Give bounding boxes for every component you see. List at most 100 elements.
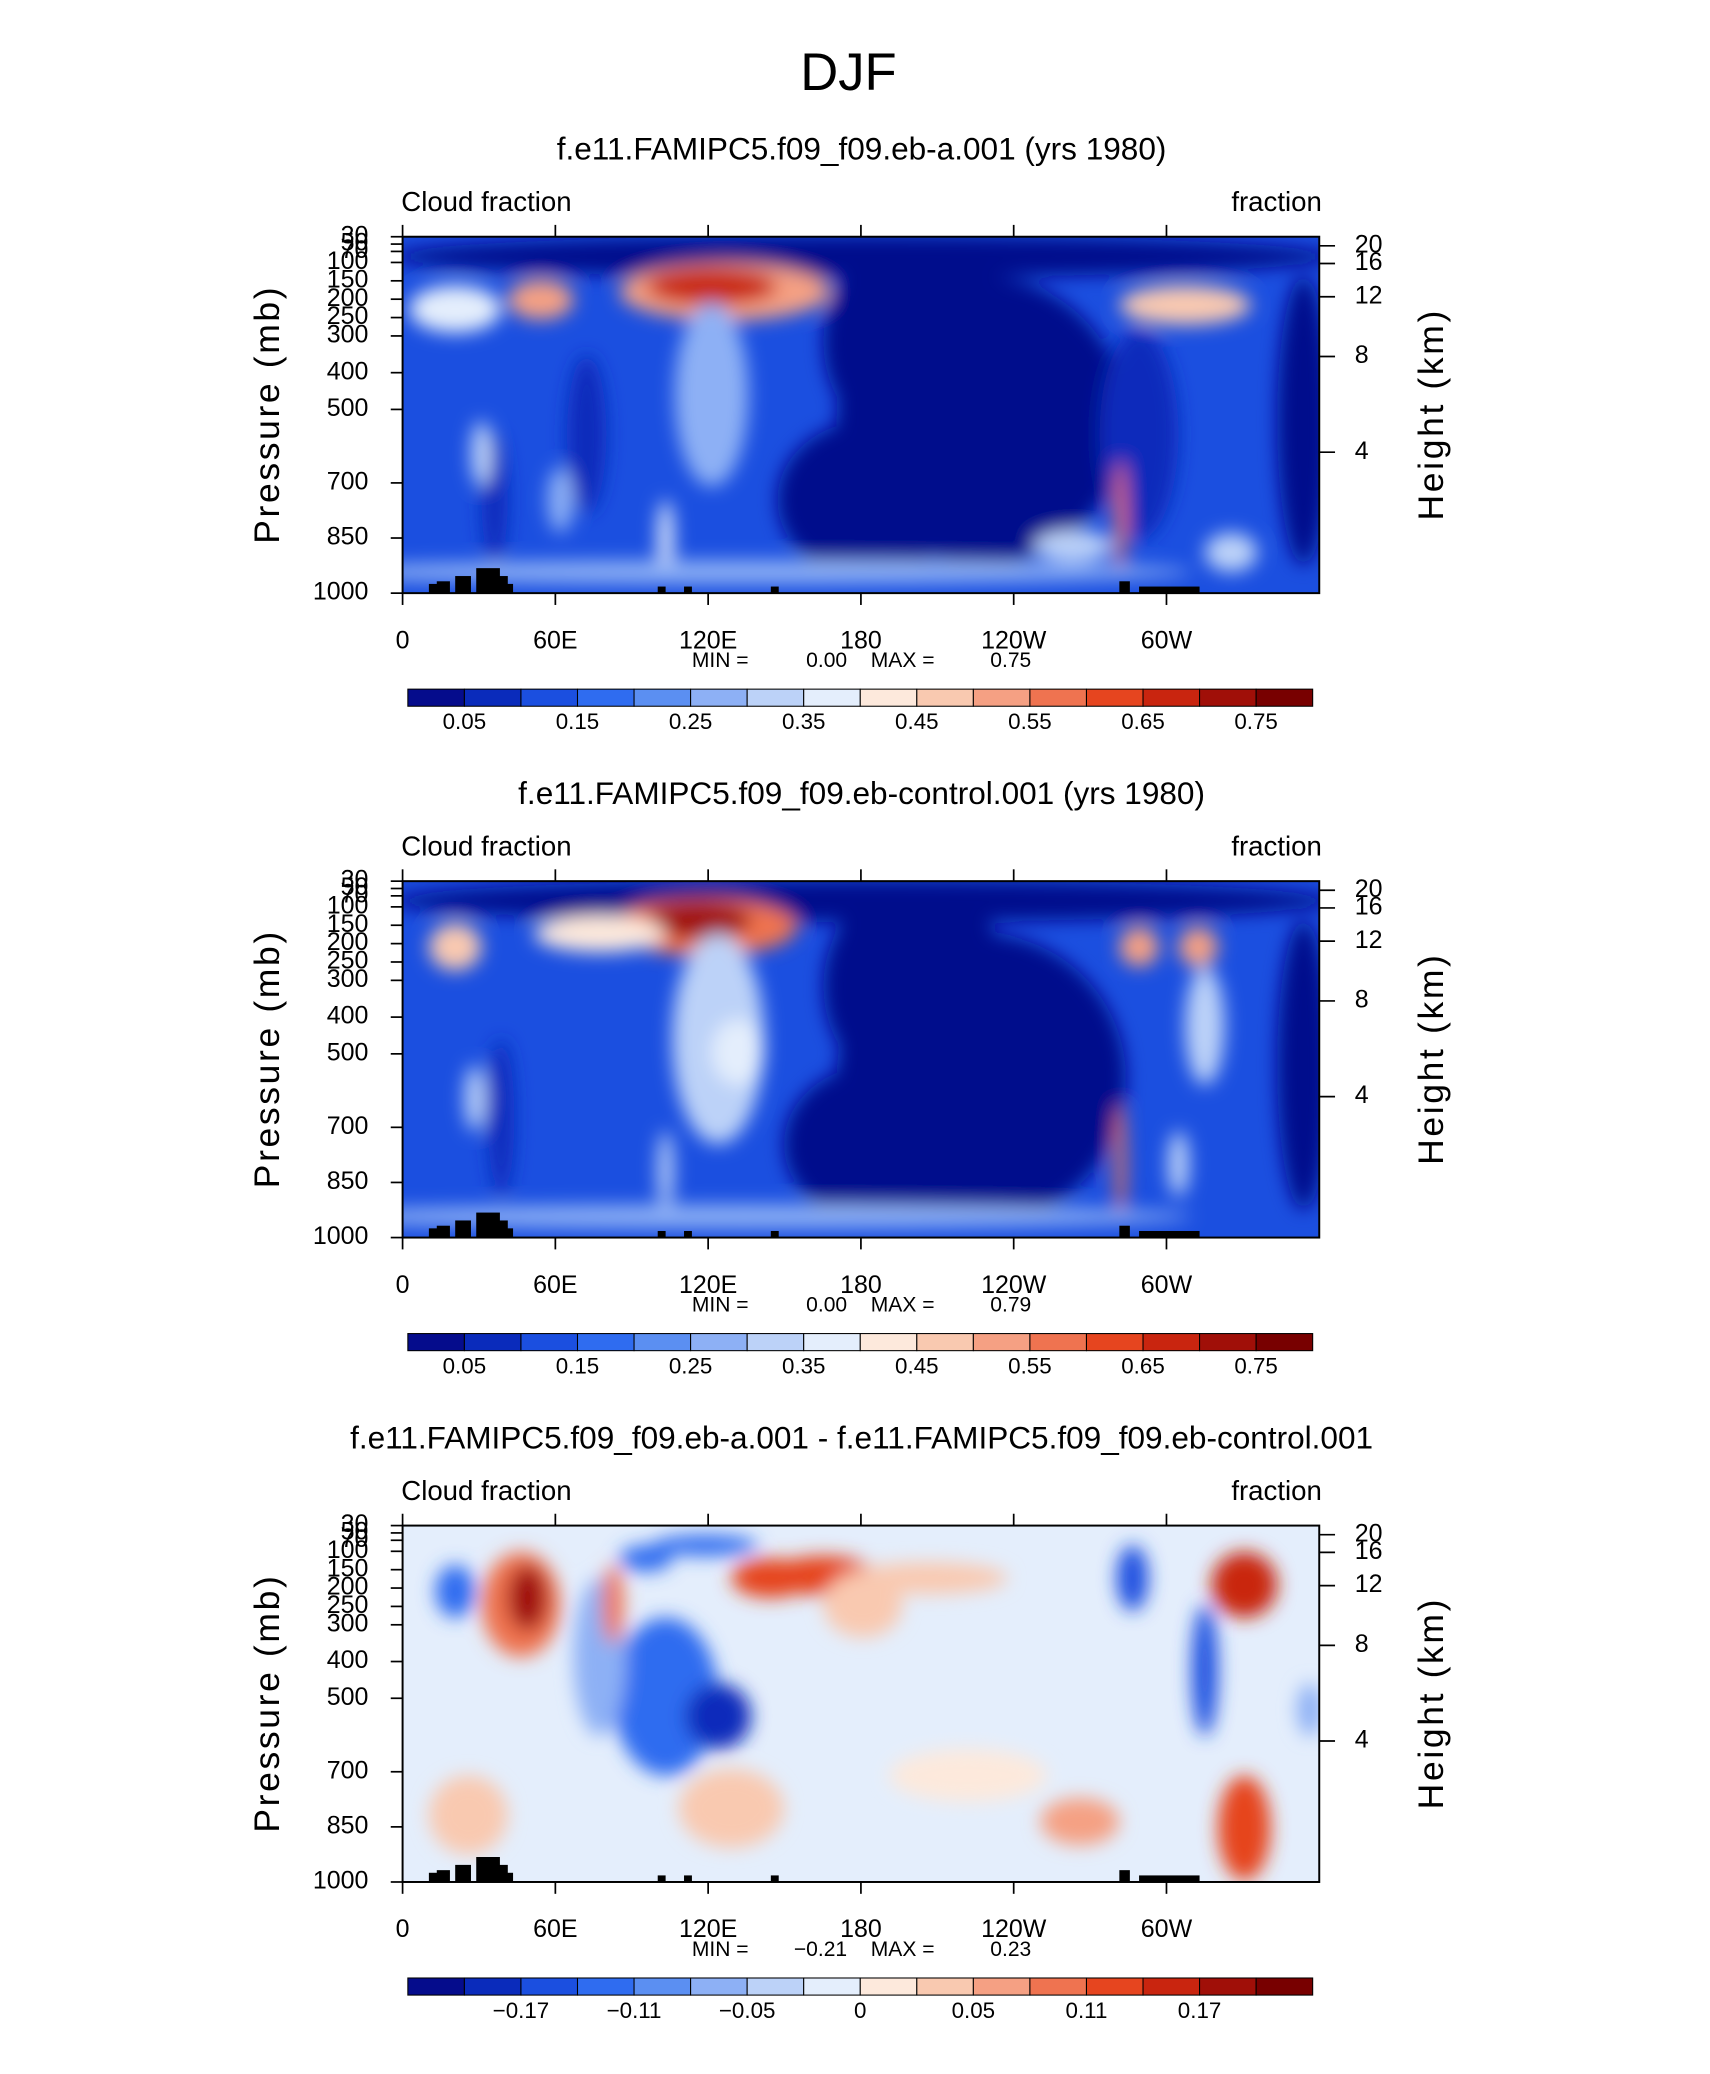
y2-tick-label: 16 bbox=[1355, 1537, 1383, 1565]
orography bbox=[1139, 1230, 1200, 1238]
x-tick-label: 120W bbox=[981, 626, 1047, 654]
y-tick-label: 300 bbox=[327, 321, 369, 349]
colorbar-box bbox=[746, 1333, 805, 1352]
colorbar-box bbox=[633, 688, 692, 707]
colorbar-box bbox=[746, 688, 805, 707]
y-tick-label: 400 bbox=[327, 1002, 369, 1030]
orography bbox=[770, 586, 779, 594]
colorbar-label: 0.17 bbox=[1178, 1998, 1222, 2023]
orography bbox=[684, 586, 692, 594]
y-tick-label: 50 bbox=[341, 1518, 369, 1546]
colorbar-box bbox=[916, 1333, 974, 1352]
colorbar-box bbox=[1142, 688, 1201, 707]
colorbar-box bbox=[690, 1333, 748, 1352]
y-tick-label: 400 bbox=[327, 357, 369, 385]
field-blob bbox=[470, 420, 493, 487]
y-tick-label: 70 bbox=[341, 1525, 369, 1553]
field-blob bbox=[619, 1545, 673, 1572]
y2-tick-label: 4 bbox=[1355, 1081, 1369, 1109]
colorbar-box bbox=[859, 1333, 918, 1352]
colorbar-box bbox=[463, 688, 522, 707]
field-blob bbox=[566, 355, 607, 513]
field-blob bbox=[1185, 966, 1225, 1086]
field-blob bbox=[777, 420, 962, 579]
field-blob bbox=[547, 466, 574, 533]
colorbar-label: −0.05 bbox=[719, 1998, 776, 2023]
colorbar-label: 0.25 bbox=[669, 1354, 713, 1379]
x-tick-label: 180 bbox=[840, 1271, 882, 1299]
max-value: 0.75 bbox=[990, 649, 1031, 672]
colorbar-label: 0.75 bbox=[1234, 1354, 1278, 1379]
field-blob bbox=[1168, 1131, 1190, 1197]
field-blob bbox=[1040, 1797, 1120, 1846]
field-blob bbox=[1099, 328, 1179, 540]
colorbar-box bbox=[972, 1333, 1031, 1352]
y-tick-label: 70 bbox=[341, 880, 369, 908]
panel: f.e11.FAMIPC5.f09_f09.eb-a.001 - f.e11.F… bbox=[247, 1419, 1451, 2023]
panel: f.e11.FAMIPC5.f09_f09.eb-control.001 (yr… bbox=[247, 775, 1451, 1379]
colorbar-box bbox=[520, 1333, 579, 1352]
y-tick-label: 200 bbox=[327, 284, 369, 312]
field-blob bbox=[428, 1775, 508, 1855]
field-blob bbox=[1204, 532, 1258, 573]
x-tick-label: 60E bbox=[533, 1271, 577, 1299]
min-value: 0.00 bbox=[806, 1294, 847, 1317]
field-blob bbox=[1033, 530, 1113, 562]
field-blob bbox=[1115, 1104, 1126, 1224]
colorbar-label: 0.45 bbox=[895, 1354, 939, 1379]
field-blob bbox=[1178, 927, 1218, 967]
field-blob bbox=[657, 499, 674, 579]
y2-tick-label: 8 bbox=[1355, 1630, 1369, 1658]
colorbar-box bbox=[859, 1977, 918, 1996]
colorbar-label: 0.55 bbox=[1008, 709, 1052, 734]
colorbar-label: 0.15 bbox=[556, 709, 600, 734]
min-caption: MIN = bbox=[692, 1294, 749, 1317]
field-blob bbox=[602, 1565, 624, 1644]
field-blob bbox=[823, 1571, 903, 1638]
colorbar-box bbox=[1029, 688, 1087, 707]
colorbar-label: 0.65 bbox=[1121, 709, 1165, 734]
orography bbox=[499, 583, 514, 594]
orography bbox=[499, 1228, 514, 1238]
min-caption: MIN = bbox=[692, 649, 749, 672]
y-axis-label: Pressure (mb) bbox=[247, 285, 287, 544]
max-value: 0.79 bbox=[990, 1294, 1031, 1317]
min-value: 0.00 bbox=[806, 649, 847, 672]
y-tick-label: 70 bbox=[341, 236, 369, 264]
x-tick-label: 60E bbox=[533, 1915, 577, 1943]
y2-tick-label: 20 bbox=[1355, 1519, 1383, 1547]
colorbar-label: 0.05 bbox=[952, 1998, 995, 2023]
y2-tick-label: 16 bbox=[1355, 893, 1383, 921]
x-tick-label: 120E bbox=[679, 1271, 737, 1299]
colorbar-box bbox=[1085, 1977, 1144, 1996]
y-tick-label: 200 bbox=[327, 1573, 369, 1601]
orography bbox=[1119, 1225, 1130, 1238]
x-tick-label: 60W bbox=[1141, 1271, 1193, 1299]
colorbar-label: 0.25 bbox=[669, 709, 713, 734]
x-tick-label: 60W bbox=[1141, 626, 1193, 654]
colorbar-box bbox=[633, 1333, 692, 1352]
y-axis-label: Pressure (mb) bbox=[247, 1574, 287, 1833]
y2-axis-label: Height (km) bbox=[1411, 1597, 1451, 1809]
colorbar-box bbox=[803, 1977, 861, 1996]
colorbar-box bbox=[1085, 688, 1144, 707]
colorbar-label: 0.11 bbox=[1066, 1998, 1108, 2023]
field-blob bbox=[488, 1038, 515, 1197]
colorbar-box bbox=[463, 1333, 522, 1352]
orography bbox=[684, 1230, 692, 1238]
y-tick-label: 500 bbox=[327, 1683, 369, 1711]
field-blob bbox=[507, 1565, 548, 1631]
colorbar-label: 0.65 bbox=[1121, 1354, 1165, 1379]
colorbar-box bbox=[407, 1333, 465, 1352]
figure-title: DJF bbox=[800, 43, 896, 102]
x-tick-label: 120W bbox=[981, 1271, 1047, 1299]
field-blob bbox=[674, 302, 749, 487]
y-tick-label: 300 bbox=[327, 965, 369, 993]
y-tick-label: 1000 bbox=[313, 578, 369, 606]
y-tick-label: 200 bbox=[327, 928, 369, 956]
colorbar-box bbox=[916, 1977, 974, 1996]
field-blob bbox=[1191, 1604, 1218, 1737]
colorbar-box bbox=[972, 688, 1031, 707]
field-blob bbox=[1296, 1683, 1320, 1736]
